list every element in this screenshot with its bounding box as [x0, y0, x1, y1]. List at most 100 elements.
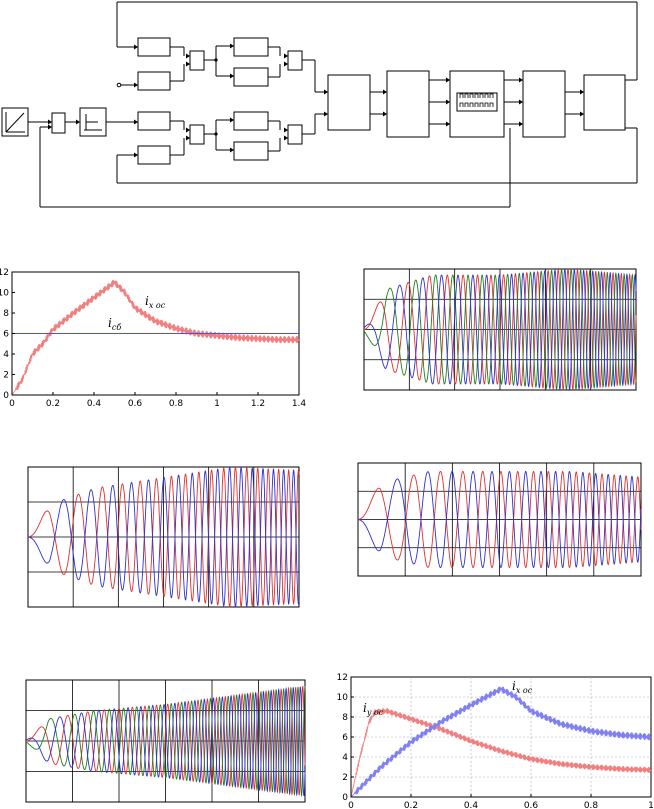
arrow-head [446, 99, 450, 105]
block-d [233, 141, 269, 161]
y-tick-label: 0 [342, 793, 348, 803]
summer [189, 50, 205, 71]
block-c [233, 37, 269, 57]
arrow-head [76, 119, 80, 125]
x-tick-label: 0.8 [169, 399, 184, 409]
series-i-x-oc [350, 686, 652, 798]
switch-glyph [484, 102, 489, 107]
switch-glyph [489, 93, 494, 98]
block-b [137, 71, 171, 91]
y-tick-label: 10 [0, 289, 9, 299]
arrow-head [284, 135, 288, 141]
x-tick-label: 0.2 [46, 399, 60, 409]
arrow-head [134, 119, 138, 125]
transform-block [386, 70, 430, 138]
x-tick-label: 1.2 [251, 399, 265, 409]
block-a [137, 37, 171, 57]
arrow-head [519, 77, 523, 83]
phase-trace [363, 267, 637, 391]
x-tick-label: 1 [648, 801, 654, 809]
series-i-y-oc [350, 708, 652, 798]
block-d [233, 67, 269, 87]
switch-matrix-icon [456, 92, 498, 112]
arrow-head [324, 111, 328, 117]
summer [189, 124, 205, 145]
block-a [137, 111, 171, 131]
arrow-head [580, 111, 584, 117]
annotation-i-y-oc-sub: y oc [366, 708, 384, 717]
y-tick-label: 12 [0, 268, 9, 278]
arrow-head [284, 61, 288, 67]
switch-glyph [469, 93, 474, 98]
y-tick-label: 4 [342, 753, 348, 763]
switch-glyph [464, 93, 469, 98]
switch-glyph [479, 93, 484, 98]
phase-trace [26, 685, 306, 796]
arrow-head [134, 152, 138, 158]
chart-3 [27, 466, 300, 608]
y-tick-label: 2 [342, 773, 348, 783]
arrow-head [383, 89, 387, 95]
annotation-i-x-oc-sub: x oc [516, 686, 533, 695]
x-tick-label: 1 [214, 399, 220, 409]
arrow-head [230, 73, 234, 79]
arrow-head [134, 82, 138, 88]
chart-2 [363, 267, 637, 392]
x-tick-label: 0.4 [464, 801, 479, 809]
arrow-head [580, 89, 584, 95]
block-b [137, 145, 171, 165]
block-diagram [1, 1, 638, 208]
x-tick-label: 0 [9, 399, 15, 409]
arrow-head [383, 111, 387, 117]
x-tick-label: 0 [348, 801, 354, 809]
x-tick-label: 0.6 [128, 399, 143, 409]
arrow-head [324, 89, 328, 95]
annotation-i-cb-sub: cб [112, 323, 121, 332]
arrow-head [519, 121, 523, 127]
phase-trace [25, 686, 306, 797]
step-icon [84, 114, 102, 131]
open-terminal [116, 82, 122, 88]
switch-glyph [474, 102, 479, 107]
phase-trace [357, 470, 642, 569]
arrow-head [230, 147, 234, 153]
x-tick-label: 0.2 [404, 801, 418, 809]
arrow-head [230, 117, 234, 123]
arrow-head [446, 77, 450, 83]
summer [287, 50, 303, 71]
phase-trace [363, 268, 637, 392]
switch-glyph [464, 102, 469, 107]
phase-trace [28, 466, 300, 608]
arrow-head [186, 127, 190, 133]
y-tick-label: 4 [3, 350, 9, 360]
arrow-head [230, 43, 234, 49]
sum-block [51, 112, 66, 134]
x-tick-label: 0.4 [87, 399, 102, 409]
y-tick-label: 6 [3, 330, 9, 340]
y-tick-label: 12 [337, 673, 348, 683]
x-tick-label: 1.4 [292, 399, 307, 409]
phase-trace [357, 470, 642, 569]
chart-5 [25, 679, 306, 803]
switch-glyph [459, 102, 464, 107]
phase-trace [28, 466, 300, 608]
switch-glyph [479, 102, 484, 107]
y-tick-label: 8 [3, 309, 9, 319]
switch-glyph [484, 93, 489, 98]
phase-trace [363, 268, 637, 392]
arrow-head [186, 53, 190, 59]
switch-glyph [459, 93, 464, 98]
arrow-head [134, 44, 138, 50]
arrow-head [186, 135, 190, 141]
arrow-head [48, 119, 52, 125]
arrow-head [48, 124, 52, 130]
load-block-a [522, 70, 566, 138]
series-i-x-oc [11, 279, 300, 396]
switch-glyph [474, 93, 479, 98]
y-tick-label: 6 [342, 733, 348, 743]
y-tick-label: 2 [3, 371, 9, 381]
arrow-head [284, 53, 288, 59]
